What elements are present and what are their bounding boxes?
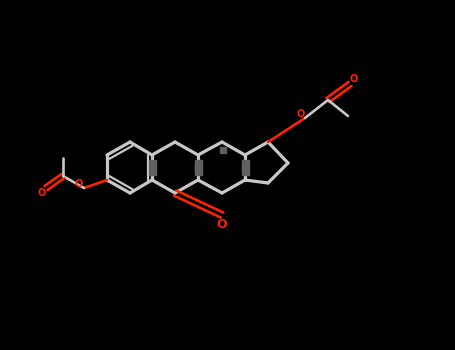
Polygon shape	[195, 163, 200, 171]
Text: O: O	[75, 179, 83, 189]
Polygon shape	[148, 160, 156, 175]
Polygon shape	[242, 163, 248, 171]
Text: O: O	[217, 218, 228, 231]
Polygon shape	[220, 147, 226, 153]
Text: O: O	[38, 188, 46, 198]
Text: O: O	[350, 74, 358, 84]
Polygon shape	[242, 160, 248, 175]
Polygon shape	[194, 160, 202, 175]
Text: O: O	[297, 109, 305, 119]
